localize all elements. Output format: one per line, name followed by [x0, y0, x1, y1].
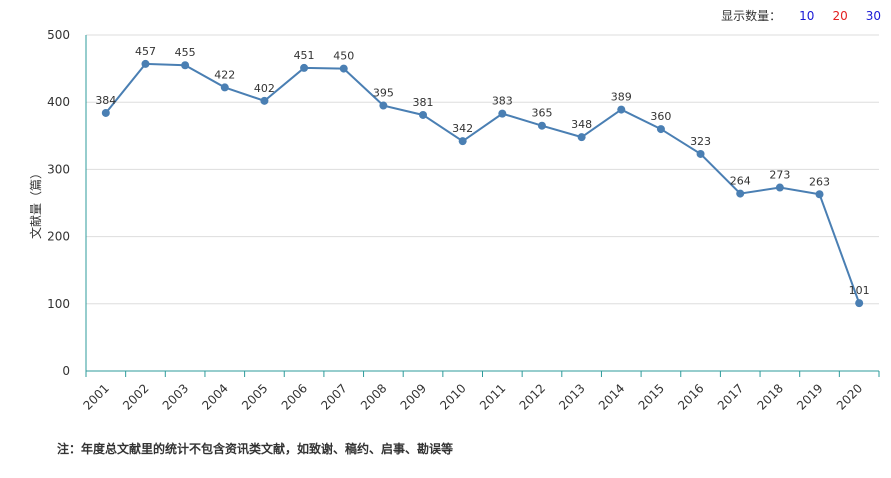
data-label: 381: [413, 96, 434, 109]
x-tick-label: 2020: [834, 381, 865, 412]
data-point: [458, 137, 467, 146]
x-tick-label: 2007: [318, 381, 349, 412]
y-tick-label: 400: [47, 95, 70, 109]
data-label: 384: [95, 94, 116, 107]
data-point: [775, 183, 784, 192]
data-point: [855, 299, 864, 308]
data-point: [300, 63, 309, 72]
y-tick-label: 500: [47, 28, 70, 42]
data-point: [101, 108, 110, 117]
x-tick-label: 2012: [517, 381, 548, 412]
x-tick-label: 2013: [556, 381, 587, 412]
y-tick-label: 300: [47, 162, 70, 176]
data-point: [181, 61, 190, 70]
x-tick-label: 2009: [398, 381, 429, 412]
series-line: [101, 59, 864, 308]
data-label: 263: [809, 175, 830, 188]
x-tick-label: 2006: [279, 381, 310, 412]
display-count-bar: 显示数量： 10 20 30: [721, 7, 881, 24]
data-label: 422: [214, 68, 235, 81]
series-line-path: [105, 62, 861, 304]
x-tick-label: 2010: [437, 381, 468, 412]
x-tick-label: 2011: [477, 381, 508, 412]
data-label: 383: [492, 95, 513, 108]
data-label: 457: [135, 45, 156, 58]
x-tick-label: 2003: [160, 381, 191, 412]
grid-lines: [86, 34, 879, 305]
data-point: [537, 121, 546, 130]
x-tick-label: 2004: [199, 381, 230, 412]
data-point: [498, 109, 507, 118]
data-point: [736, 189, 745, 198]
x-tick-label: 2014: [596, 381, 627, 412]
footnote: 注：年度总文献里的统计不包含资讯类文献，如致谢、稿约、启事、勘误等: [57, 442, 454, 456]
data-label: 450: [333, 50, 354, 63]
data-point: [339, 64, 348, 73]
data-label: 342: [452, 122, 473, 135]
data-label: 323: [690, 135, 711, 148]
data-label: 360: [650, 110, 671, 123]
data-point: [141, 59, 150, 68]
data-label: 264: [730, 175, 751, 188]
data-label: 348: [571, 118, 592, 131]
y-tick-label: 200: [47, 230, 70, 244]
line-chart: 0 100 200 300 400 500 2001 2002 2003 2004 2005 2006…: [28, 28, 880, 413]
x-tick-label: 2002: [120, 381, 151, 412]
x-tick-label: 2019: [794, 381, 825, 412]
data-point: [656, 125, 665, 134]
data-label: 451: [294, 49, 315, 62]
x-tick-label: 2015: [636, 381, 667, 412]
data-label: 365: [531, 107, 552, 120]
display-count-label: 显示数量：: [721, 9, 782, 23]
x-tick-label: 2018: [754, 381, 785, 412]
data-point: [577, 133, 586, 142]
x-tick-label: 2016: [675, 381, 706, 412]
data-point: [617, 105, 626, 114]
y-axis-label: 文献量（篇）: [28, 167, 43, 239]
data-label: 402: [254, 82, 275, 95]
x-tick-label: 2008: [358, 381, 389, 412]
data-point: [260, 96, 269, 105]
display-count-option-20[interactable]: 20: [832, 8, 848, 23]
data-point: [419, 110, 428, 119]
display-count-option-10[interactable]: 10: [799, 8, 815, 23]
data-label: 395: [373, 87, 394, 100]
display-count-option-30[interactable]: 30: [865, 8, 881, 23]
y-tick-label: 100: [47, 297, 70, 311]
x-tick-label: 2001: [80, 381, 111, 412]
data-label: 101: [849, 284, 870, 297]
data-point: [815, 190, 824, 199]
x-tick-label: 2005: [239, 381, 270, 412]
y-tick-label: 0: [62, 364, 70, 378]
data-label: 273: [769, 169, 790, 182]
x-tick-label: 2017: [715, 381, 746, 412]
axes: 0 100 200 300 400 500 2001 2002 2003 2004 2005 2006…: [47, 28, 880, 413]
data-label: 455: [175, 46, 196, 59]
data-point: [220, 83, 229, 92]
data-label: 389: [611, 91, 632, 104]
data-labels: 384 457 455 422 402 451 450 395 381 342 383 365 348 3…: [95, 45, 869, 297]
data-point: [696, 149, 705, 158]
data-point: [379, 101, 388, 110]
